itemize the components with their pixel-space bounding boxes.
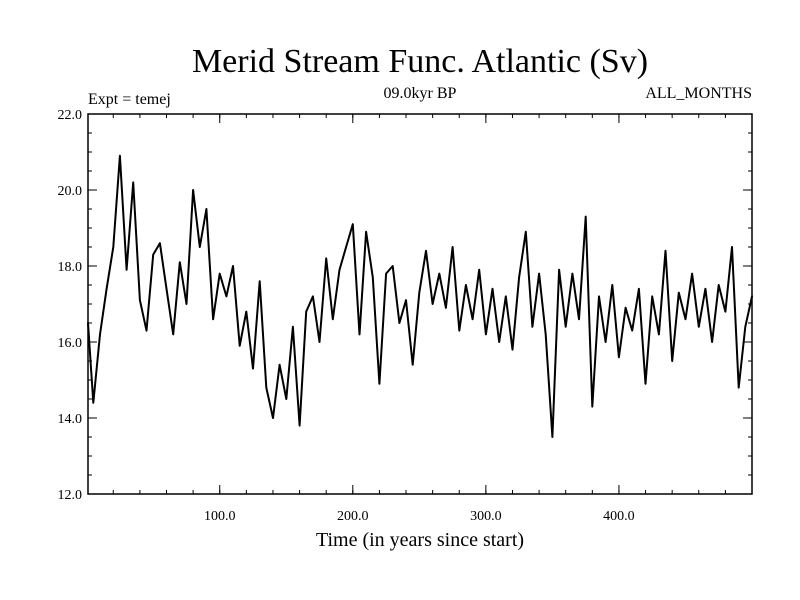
series-line xyxy=(87,154,753,438)
x-axis-label: Time (in years since start) xyxy=(316,529,524,551)
x-tick-label: 200.0 xyxy=(337,509,369,524)
y-tick-label: 16.0 xyxy=(58,336,83,351)
x-tick-label: 300.0 xyxy=(470,509,502,524)
y-tick-label: 12.0 xyxy=(58,488,83,503)
y-tick-label: 14.0 xyxy=(58,412,83,427)
months-label: ALL_MONTHS xyxy=(645,85,752,102)
chart-title: Merid Stream Func. Atlantic (Sv) xyxy=(192,43,648,80)
chart-subtitle: 09.0kyr BP xyxy=(384,85,457,102)
plot-frame xyxy=(87,113,753,495)
experiment-label: Expt = temej xyxy=(88,91,171,108)
x-tick-label: 400.0 xyxy=(603,509,635,524)
x-tick-label: 100.0 xyxy=(204,509,236,524)
y-tick-label: 18.0 xyxy=(58,260,83,275)
y-tick-label: 22.0 xyxy=(58,108,83,123)
tick-labels-group: 100.0 200.0 300.0 400.0 12.0 14.0 16.0 18.0 20.0… xyxy=(58,108,635,524)
y-tick-label: 20.0 xyxy=(58,184,83,199)
